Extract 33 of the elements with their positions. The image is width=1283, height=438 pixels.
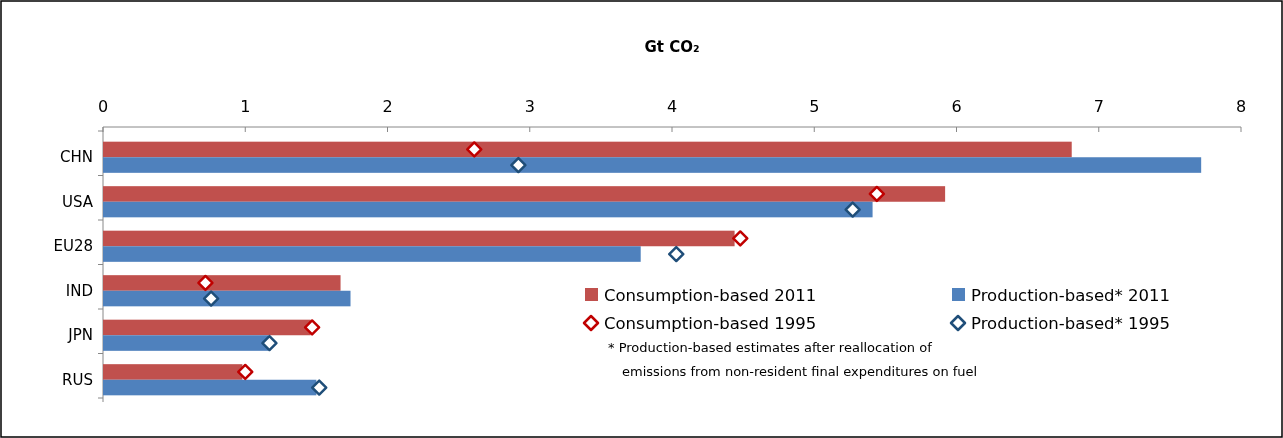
bar	[103, 246, 641, 262]
bar	[103, 186, 946, 202]
bar	[103, 290, 351, 307]
x-tick-label: 6	[951, 97, 962, 116]
x-axis-title: Gt CO₂	[644, 38, 700, 56]
x-tick-label: 1	[240, 97, 251, 116]
bar	[103, 335, 269, 351]
x-tick-label: 2	[382, 97, 393, 116]
bar	[103, 379, 317, 396]
x-tick-label: 4	[666, 97, 678, 116]
x-tick-label: 5	[809, 97, 820, 116]
annotation: * Production-based estimates after reallocation of emissions from non-resident final expenditures on fuel	[608, 340, 978, 379]
y-tick-label: JPN	[67, 326, 93, 345]
legend-label: Production-based* 1995	[971, 314, 1171, 333]
x-tick-label: 3	[524, 97, 535, 116]
y-tick-label: EU28	[53, 237, 93, 256]
x-tick-label: 0	[97, 97, 109, 116]
bar	[103, 201, 873, 218]
y-tick-label: IND	[65, 281, 93, 300]
legend-label: Production-based* 2011	[971, 286, 1171, 305]
y-tick-label: USA	[61, 192, 94, 211]
x-tick-label: 7	[1093, 97, 1104, 116]
bar	[103, 364, 243, 380]
bar	[103, 157, 1202, 173]
legend-label: Consumption-based 2011	[604, 286, 817, 305]
bar	[103, 230, 735, 247]
y-tick-label: CHN	[60, 148, 93, 167]
bar	[103, 141, 1072, 158]
bar	[103, 275, 341, 291]
y-tick-label: RUS	[62, 370, 93, 389]
bar	[103, 319, 311, 336]
x-tick-label: 8	[1235, 97, 1247, 116]
legend-label: Consumption-based 1995	[604, 314, 817, 333]
